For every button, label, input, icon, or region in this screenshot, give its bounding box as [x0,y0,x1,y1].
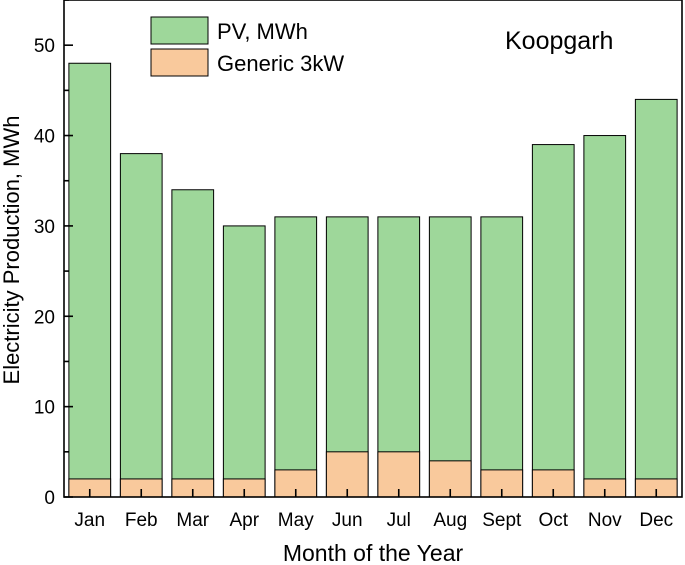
x-tick-label-may: May [278,510,314,531]
bar-pv-oct [531,144,575,498]
y-tick-label-30: 30 [34,217,55,238]
x-tick-label-oct: Oct [538,510,568,531]
bar-pv-may [274,216,318,498]
x-axis: Jan Feb Mar Apr May Jun Jul Aug Sept Oct Nov Dec [74,489,673,531]
y-tick-label-10: 10 [34,398,55,419]
legend-label-generic: Generic 3kW [217,51,344,76]
y-axis: 0 10 20 30 40 50 [34,0,73,509]
bars-layer [68,62,678,498]
x-tick-label-apr: Apr [229,510,259,531]
bar-pv-jan [68,62,112,498]
bar-pv-apr [222,225,266,498]
plot-frame [63,0,683,498]
location-annotation: Koopgarh [505,27,613,55]
x-tick-label-mar: Mar [176,510,209,531]
legend: PV, MWh Generic 3kW [150,16,344,77]
x-tick-label-jan: Jan [74,510,105,531]
y-tick-label-0: 0 [44,488,55,509]
x-tick-label-sept: Sept [482,510,522,531]
y-axis-label: Electricity Production, MWh [0,116,24,385]
bar-pv-sept [480,216,524,498]
x-tick-label-jun: Jun [332,510,363,531]
bar-pv-feb [119,153,163,498]
y-tick-label-40: 40 [34,127,55,148]
x-tick-label-dec: Dec [639,510,673,531]
legend-swatch-pv [150,16,209,45]
x-tick-label-feb: Feb [125,510,158,531]
x-axis-label: Month of the Year [283,540,464,565]
x-tick-label-jul: Jul [387,510,411,531]
bar-pv-dec [634,98,678,498]
bar-pv-aug [428,216,472,498]
bar-pv-mar [171,189,215,498]
bar-pv-nov [583,135,627,498]
bar-pv-jul [377,216,421,498]
y-tick-label-20: 20 [34,307,55,328]
y-tick-label-50: 50 [34,36,55,57]
x-tick-label-aug: Aug [433,510,467,531]
legend-label-pv: PV, MWh [217,19,308,44]
x-tick-label-nov: Nov [588,510,622,531]
legend-swatch-generic [150,48,209,77]
bar-pv-jun [325,216,369,498]
